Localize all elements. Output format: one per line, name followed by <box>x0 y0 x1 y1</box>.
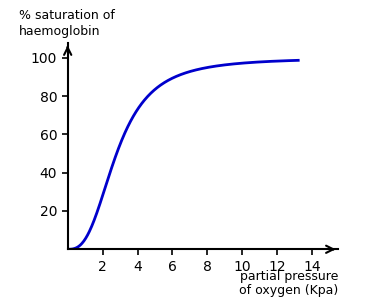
Text: haemoglobin: haemoglobin <box>19 26 100 38</box>
Text: % saturation of: % saturation of <box>19 9 115 22</box>
Text: partial pressure: partial pressure <box>240 270 338 283</box>
Text: of oxygen (Kpa): of oxygen (Kpa) <box>239 285 338 297</box>
